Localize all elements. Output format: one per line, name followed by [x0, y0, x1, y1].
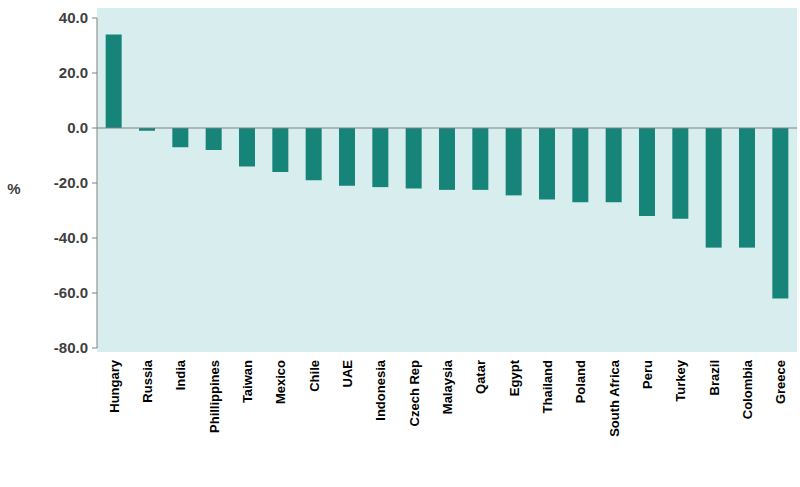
category-label: Phillippines [207, 360, 222, 433]
category-label: South Africa [607, 359, 622, 437]
tick-label: -80.0 [54, 339, 88, 356]
bar [672, 128, 688, 219]
y-axis [97, 18, 98, 348]
category-label: Turkey [673, 359, 688, 401]
tick-label: 40.0 [59, 9, 88, 26]
category-label: Egypt [507, 359, 522, 396]
tick-label: 20.0 [59, 64, 88, 81]
plot-background [97, 8, 797, 352]
chart-svg: -80.0 -60.0 -40.0 -20.0 0.0 20.0 40.0% Hungary R… [0, 0, 800, 487]
tick-mark [92, 18, 97, 19]
category-label: UAE [340, 360, 355, 388]
chart-container: -80.0 -60.0 -40.0 -20.0 0.0 20.0 40.0% Hungary R… [0, 0, 800, 487]
category-label: Russia [140, 359, 155, 402]
tick-label: -60.0 [54, 284, 88, 301]
tick-label: 0.0 [67, 119, 88, 136]
category-label: Mexico [273, 360, 288, 404]
tick-mark [92, 73, 97, 74]
bar [406, 128, 422, 189]
bar [739, 128, 755, 248]
tick-mark [92, 348, 97, 349]
bar [339, 128, 355, 186]
tick-mark [92, 238, 97, 239]
bar [572, 128, 588, 202]
bar [439, 128, 455, 190]
tick-label: -40.0 [54, 229, 88, 246]
bar [106, 35, 122, 129]
category-label: Hungary [107, 359, 122, 413]
bar [372, 128, 388, 187]
category-label: Peru [640, 360, 655, 389]
bar [539, 128, 555, 200]
bar [239, 128, 255, 167]
bar [606, 128, 622, 202]
bar [172, 128, 188, 147]
category-label: Greece [773, 360, 788, 404]
category-label: Qatar [473, 360, 488, 394]
category-label: Poland [573, 360, 588, 403]
bar [272, 128, 288, 172]
category-label: Malaysia [440, 359, 455, 414]
bar [206, 128, 222, 150]
zero-line [97, 128, 797, 129]
tick-mark [92, 293, 97, 294]
tick-mark [92, 183, 97, 184]
category-label: Chile [307, 360, 322, 392]
category-label: Brazil [707, 360, 722, 395]
tick-mark [92, 128, 97, 129]
bar [772, 128, 788, 299]
category-label: Indonesia [373, 359, 388, 420]
category-label: Czech Rep [407, 360, 422, 427]
bar [306, 128, 322, 180]
category-label: Thailand [540, 360, 555, 414]
bar [706, 128, 722, 248]
tick-label: -20.0 [54, 174, 88, 191]
axis-label: % [7, 180, 20, 197]
bar [472, 128, 488, 190]
category-label: India [173, 359, 188, 390]
category-label: Colombia [740, 359, 755, 419]
bar [506, 128, 522, 195]
bar [639, 128, 655, 216]
category-label: Taiwan [240, 360, 255, 403]
bars [106, 35, 789, 299]
